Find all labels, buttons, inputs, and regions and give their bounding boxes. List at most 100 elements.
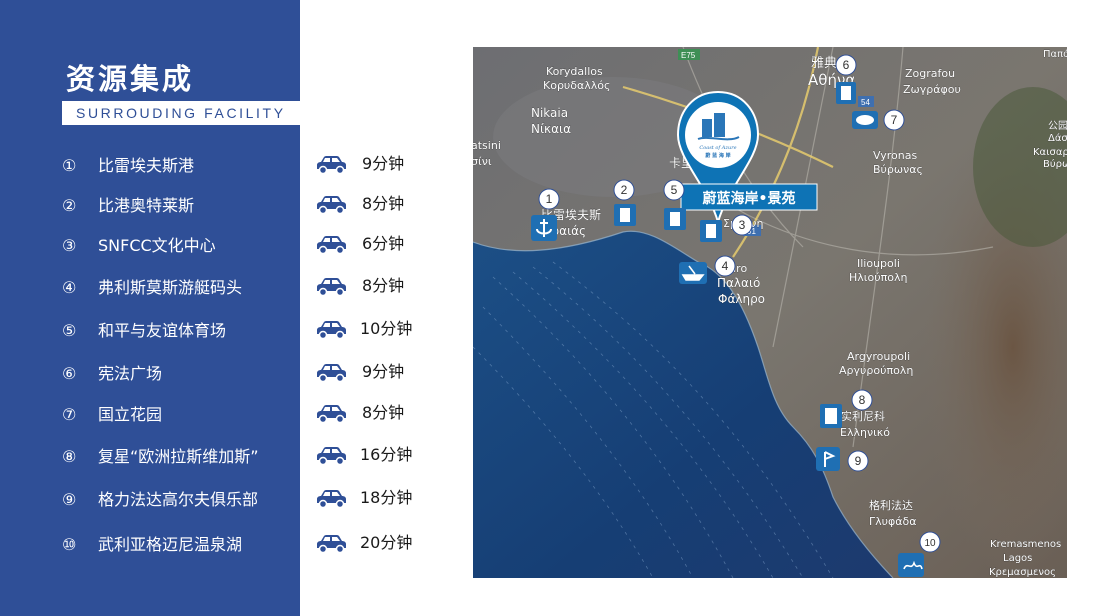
- map-marker-number: 10: [924, 538, 936, 549]
- place-label: Βύρωνα: [1043, 158, 1067, 170]
- map-marker-circle: [851, 389, 873, 411]
- facility-item: ④ 弗利斯莫斯游艇码头: [62, 274, 242, 298]
- facility-number: ①: [62, 156, 77, 175]
- travel-time: 16分钟: [360, 445, 413, 464]
- map-marker-circle: [613, 179, 635, 201]
- place-label: σίνι: [473, 155, 492, 168]
- place-label: Κρεμασμενος: [989, 567, 1056, 578]
- section-title: 资源集成: [66, 62, 195, 96]
- map-marker-number: 3: [739, 218, 746, 232]
- travel-time: 9分钟: [362, 362, 405, 381]
- facility-item: ⑨ 格力法达高尔夫俱乐部: [62, 486, 258, 510]
- facility-name: 国立花园: [98, 405, 163, 424]
- facility-name: 宪法广场: [98, 364, 163, 383]
- road-label: 54: [861, 98, 870, 107]
- map-marker-number: 4: [722, 259, 729, 273]
- facility-number: ⑥: [62, 364, 77, 383]
- place-label: 公园: [1048, 120, 1067, 132]
- place-label: Nikaia: [531, 106, 568, 120]
- section-subtitle: SURROUDING FACILITY: [76, 105, 286, 121]
- map-marker-number: 6: [843, 58, 850, 72]
- travel-time: 8分钟: [362, 194, 405, 213]
- facility-number: ④: [62, 278, 77, 297]
- area-map: E75 91 54 雅典 Αθήνα Korydallos Κορυδαλλός Nik…: [473, 47, 1067, 578]
- travel-time-row: 9分钟: [314, 358, 404, 382]
- facility-item: ③ SNFCC文化中心: [62, 232, 216, 256]
- place-label: Γλυφάδα: [869, 515, 917, 528]
- place-label: Νίκαια: [531, 122, 571, 136]
- facility-name: 武利亚格迈尼温泉湖: [98, 535, 243, 554]
- place-label: atsini: [473, 139, 501, 152]
- car-icon: [314, 488, 356, 508]
- map-marker-circle: [663, 179, 685, 201]
- car-icon: [314, 445, 356, 465]
- travel-time-row: 18分钟: [314, 484, 412, 508]
- travel-time-row: 8分钟: [314, 190, 404, 214]
- place-label: Παλαιό: [717, 276, 760, 290]
- travel-time: 20分钟: [360, 533, 413, 552]
- travel-time-row: 8分钟: [314, 399, 404, 423]
- facility-number: ⑦: [62, 405, 77, 424]
- svg-text:Coast of Azure: Coast of Azure: [699, 145, 736, 151]
- travel-time-row: 20分钟: [314, 529, 412, 553]
- place-label: Φάληρο: [718, 292, 765, 306]
- place-label: Lagos: [1003, 553, 1032, 564]
- facility-number: ⑤: [62, 321, 77, 340]
- facility-name: 弗利斯莫斯游艇码头: [98, 278, 243, 297]
- map-marker-circle: [919, 531, 941, 553]
- car-icon: [314, 194, 356, 214]
- facility-item: ② 比港奥特莱斯: [62, 192, 194, 216]
- place-label: Βύρωνας: [873, 163, 923, 176]
- car-icon: [314, 533, 356, 553]
- facility-name: 格力法达高尔夫俱乐部: [98, 490, 259, 509]
- map-marker-circle: [714, 255, 736, 277]
- facility-name: 比雷埃夫斯港: [98, 156, 195, 175]
- map-marker-circle: [835, 54, 857, 76]
- map-marker-circle: [538, 188, 560, 210]
- map-marker-circle: [731, 214, 753, 236]
- travel-time-row: 9分钟: [314, 150, 404, 174]
- travel-time-row: 16分钟: [314, 441, 412, 465]
- place-label: Korydallos: [546, 65, 603, 78]
- facility-number: ⑧: [62, 447, 77, 466]
- place-label: Vyronas: [873, 149, 917, 162]
- place-label: Δάσος: [1048, 132, 1067, 144]
- place-label: Παπάγου: [1043, 48, 1067, 60]
- map-marker-number: 7: [891, 113, 898, 127]
- place-label: Αργυρούπολη: [839, 364, 913, 377]
- travel-time-row: 10分钟: [314, 315, 412, 339]
- map-marker-number: 8: [859, 393, 866, 407]
- map-marker-circle: [847, 450, 869, 472]
- facility-name: 比港奥特莱斯: [98, 196, 195, 215]
- place-label: 格利法达: [869, 498, 913, 512]
- travel-time: 10分钟: [360, 319, 413, 338]
- travel-time-row: 8分钟: [314, 272, 404, 296]
- project-location-pin: Coast of Azure 蔚 蓝 海 岸 蔚蓝海岸•景苑: [676, 90, 818, 226]
- place-label: 雅典: [811, 56, 837, 71]
- car-icon: [314, 362, 356, 382]
- project-label: 蔚蓝海岸•景苑: [703, 190, 796, 207]
- car-icon: [314, 276, 356, 296]
- svg-text:蔚 蓝 海 岸: 蔚 蓝 海 岸: [705, 152, 730, 159]
- facility-number: ②: [62, 196, 77, 215]
- facility-number: ⑩: [62, 535, 77, 554]
- place-label: Zografou: [905, 67, 955, 80]
- car-icon: [314, 319, 356, 339]
- facility-name: SNFCC文化中心: [98, 236, 216, 255]
- travel-time: 6分钟: [362, 234, 405, 253]
- travel-time-row: 6分钟: [314, 230, 404, 254]
- place-label: Ηλιούπολη: [849, 271, 907, 284]
- car-icon: [314, 403, 356, 423]
- place-label: Ζωγράφου: [903, 83, 961, 96]
- facility-number: ⑨: [62, 490, 77, 509]
- map-marker-circle: [883, 109, 905, 131]
- car-icon: [314, 234, 356, 254]
- place-label: Ilioupoli: [857, 257, 900, 270]
- facility-name: 和平与友谊体育场: [98, 321, 227, 340]
- facility-item: ⑦ 国立花园: [62, 401, 162, 425]
- travel-time: 9分钟: [362, 154, 405, 173]
- road-label: 91: [747, 227, 756, 236]
- map-marker-number: 1: [546, 192, 553, 206]
- facility-item: ⑥ 宪法广场: [62, 360, 162, 384]
- travel-time: 18分钟: [360, 488, 413, 507]
